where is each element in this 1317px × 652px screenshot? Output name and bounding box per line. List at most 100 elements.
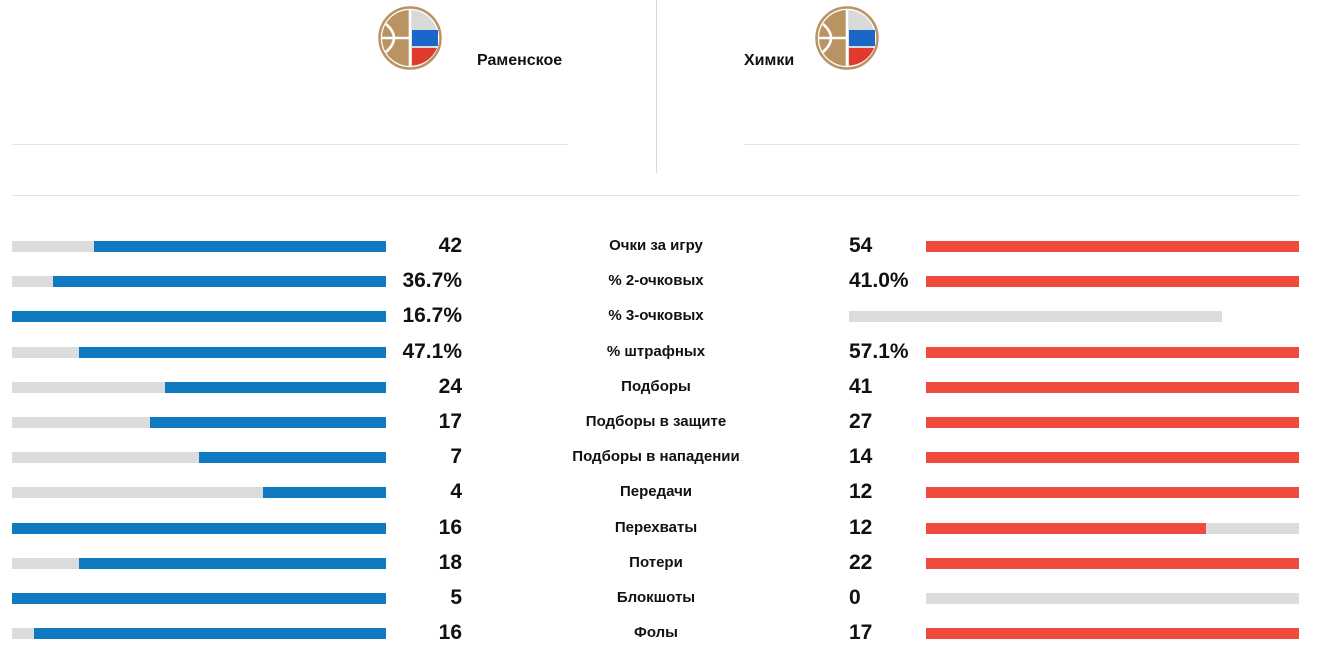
- stat-row: 16.7% % 3-очковых: [0, 300, 1317, 335]
- home-stat-bar-fill: [199, 452, 386, 464]
- away-stat-bar: [926, 628, 1299, 640]
- away-stat-bar-fill: [926, 381, 1299, 393]
- away-stat-bar-fill: [926, 241, 1299, 252]
- away-stat-value: 14: [849, 445, 873, 469]
- stat-label: % 2-очковых: [608, 272, 704, 290]
- stat-row: 5 Блокшоты 0: [0, 582, 1317, 617]
- away-stat-bar: [926, 276, 1299, 288]
- home-stat-bar: [12, 452, 386, 464]
- home-stat-bar-fill: [79, 346, 386, 358]
- stat-row: 4 Передачи 12: [0, 476, 1317, 511]
- away-stat-value: 17: [849, 621, 873, 645]
- home-stat-bar: [12, 381, 386, 393]
- home-header-divider: [12, 144, 568, 145]
- stat-label: Потери: [629, 553, 683, 571]
- section-divider: [12, 195, 1299, 196]
- stat-row: 7 Подборы в нападении 14: [0, 441, 1317, 476]
- away-stat-bar: [926, 557, 1299, 569]
- team-header: Раменское Химки: [0, 0, 1317, 200]
- home-stat-bar: [12, 628, 386, 640]
- home-stat-value: 47.1%: [402, 339, 462, 363]
- center-divider: [656, 0, 657, 173]
- home-stat-value: 16: [438, 621, 462, 645]
- home-stat-value: 7: [450, 445, 462, 469]
- away-stat-value: 22: [849, 550, 873, 574]
- stat-label: Фолы: [634, 624, 678, 642]
- home-stat-value: 17: [438, 410, 462, 433]
- stat-label: Очки за игру: [609, 237, 703, 254]
- stat-label: Подборы в нападении: [572, 448, 740, 466]
- away-stat-value: 41: [849, 374, 873, 398]
- stat-row: 24 Подборы 41: [0, 371, 1317, 406]
- stat-label: Перехваты: [614, 518, 698, 536]
- away-stat-value: 0: [849, 586, 861, 609]
- away-stat-bar: [926, 452, 1299, 464]
- stat-label: % штрафных: [606, 342, 706, 360]
- home-stat-bar-fill: [53, 276, 386, 288]
- away-stat-bar-fill: [926, 487, 1299, 499]
- away-stat-value: 54: [849, 234, 873, 257]
- home-stat-value: 16: [438, 515, 462, 539]
- away-stat-bar: [849, 311, 1222, 323]
- away-stat-bar: [926, 241, 1299, 252]
- home-stat-bar-fill: [34, 628, 386, 640]
- away-stat-bar-fill: [926, 522, 1206, 534]
- home-stat-bar-fill: [12, 522, 386, 534]
- away-stat-bar: [926, 487, 1299, 499]
- stat-row: 16 Фолы 17: [0, 617, 1317, 652]
- basketball-flag-icon: [815, 6, 879, 70]
- away-stat-value: 57.1%: [849, 339, 909, 363]
- home-stat-value: 24: [438, 374, 462, 398]
- home-stat-bar: [12, 522, 386, 534]
- stat-row: 36.7% % 2-очковых 41.0%: [0, 265, 1317, 300]
- home-stat-bar-fill: [165, 381, 386, 393]
- away-team-name[interactable]: Химки: [744, 52, 795, 69]
- home-stat-bar-fill: [79, 557, 386, 569]
- away-stat-bar-fill: [926, 346, 1299, 358]
- away-stat-value: 12: [849, 515, 873, 539]
- away-stat-bar-fill: [926, 417, 1299, 428]
- away-header-divider: [744, 144, 1299, 145]
- home-stat-bar: [12, 487, 386, 499]
- home-stat-bar: [12, 417, 386, 428]
- home-stat-bar: [12, 593, 386, 604]
- home-team-name[interactable]: Раменское: [477, 52, 563, 69]
- home-stat-bar: [12, 557, 386, 569]
- away-stat-bar-fill: [926, 276, 1299, 288]
- home-stat-value: 16.7%: [402, 304, 462, 328]
- away-stat-bar: [926, 593, 1299, 604]
- home-stat-bar-fill: [12, 311, 386, 323]
- away-stat-bar-fill: [926, 628, 1299, 640]
- home-stat-bar-fill: [94, 241, 386, 252]
- stat-label: Блокшоты: [616, 589, 696, 606]
- stat-row: 47.1% % штрафных 57.1%: [0, 336, 1317, 371]
- home-stat-bar-fill: [12, 593, 386, 604]
- home-stat-value: 4: [450, 480, 462, 504]
- away-stat-value: 12: [849, 480, 873, 504]
- away-team-logo-icon[interactable]: [815, 6, 879, 70]
- away-stat-bar: [926, 346, 1299, 358]
- home-stat-bar: [12, 311, 386, 323]
- home-stat-bar-fill: [262, 487, 386, 499]
- home-stat-bar: [12, 241, 386, 252]
- stat-row: 16 Перехваты 12: [0, 512, 1317, 547]
- home-stat-value: 36.7%: [402, 269, 462, 293]
- away-stat-value: 41.0%: [849, 269, 909, 293]
- away-stat-bar-fill: [926, 557, 1299, 569]
- home-stat-value: 5: [450, 586, 462, 609]
- stat-label: % 3-очковых: [608, 307, 704, 325]
- away-stat-bar: [926, 522, 1299, 534]
- stat-label: Подборы в защите: [585, 413, 727, 430]
- basketball-flag-icon: [378, 6, 442, 70]
- home-team-logo-icon[interactable]: [378, 6, 442, 70]
- stat-label: Передачи: [619, 483, 693, 501]
- away-stat-bar-fill: [926, 452, 1299, 464]
- stat-row: 18 Потери 22: [0, 547, 1317, 582]
- home-stat-value: 18: [438, 550, 462, 574]
- away-stat-bar: [926, 381, 1299, 393]
- home-stat-bar-fill: [150, 417, 386, 428]
- stat-row: 17 Подборы в защите 27: [0, 406, 1317, 441]
- away-stat-value: 27: [849, 410, 873, 433]
- home-stat-bar: [12, 346, 386, 358]
- home-stat-bar: [12, 276, 386, 288]
